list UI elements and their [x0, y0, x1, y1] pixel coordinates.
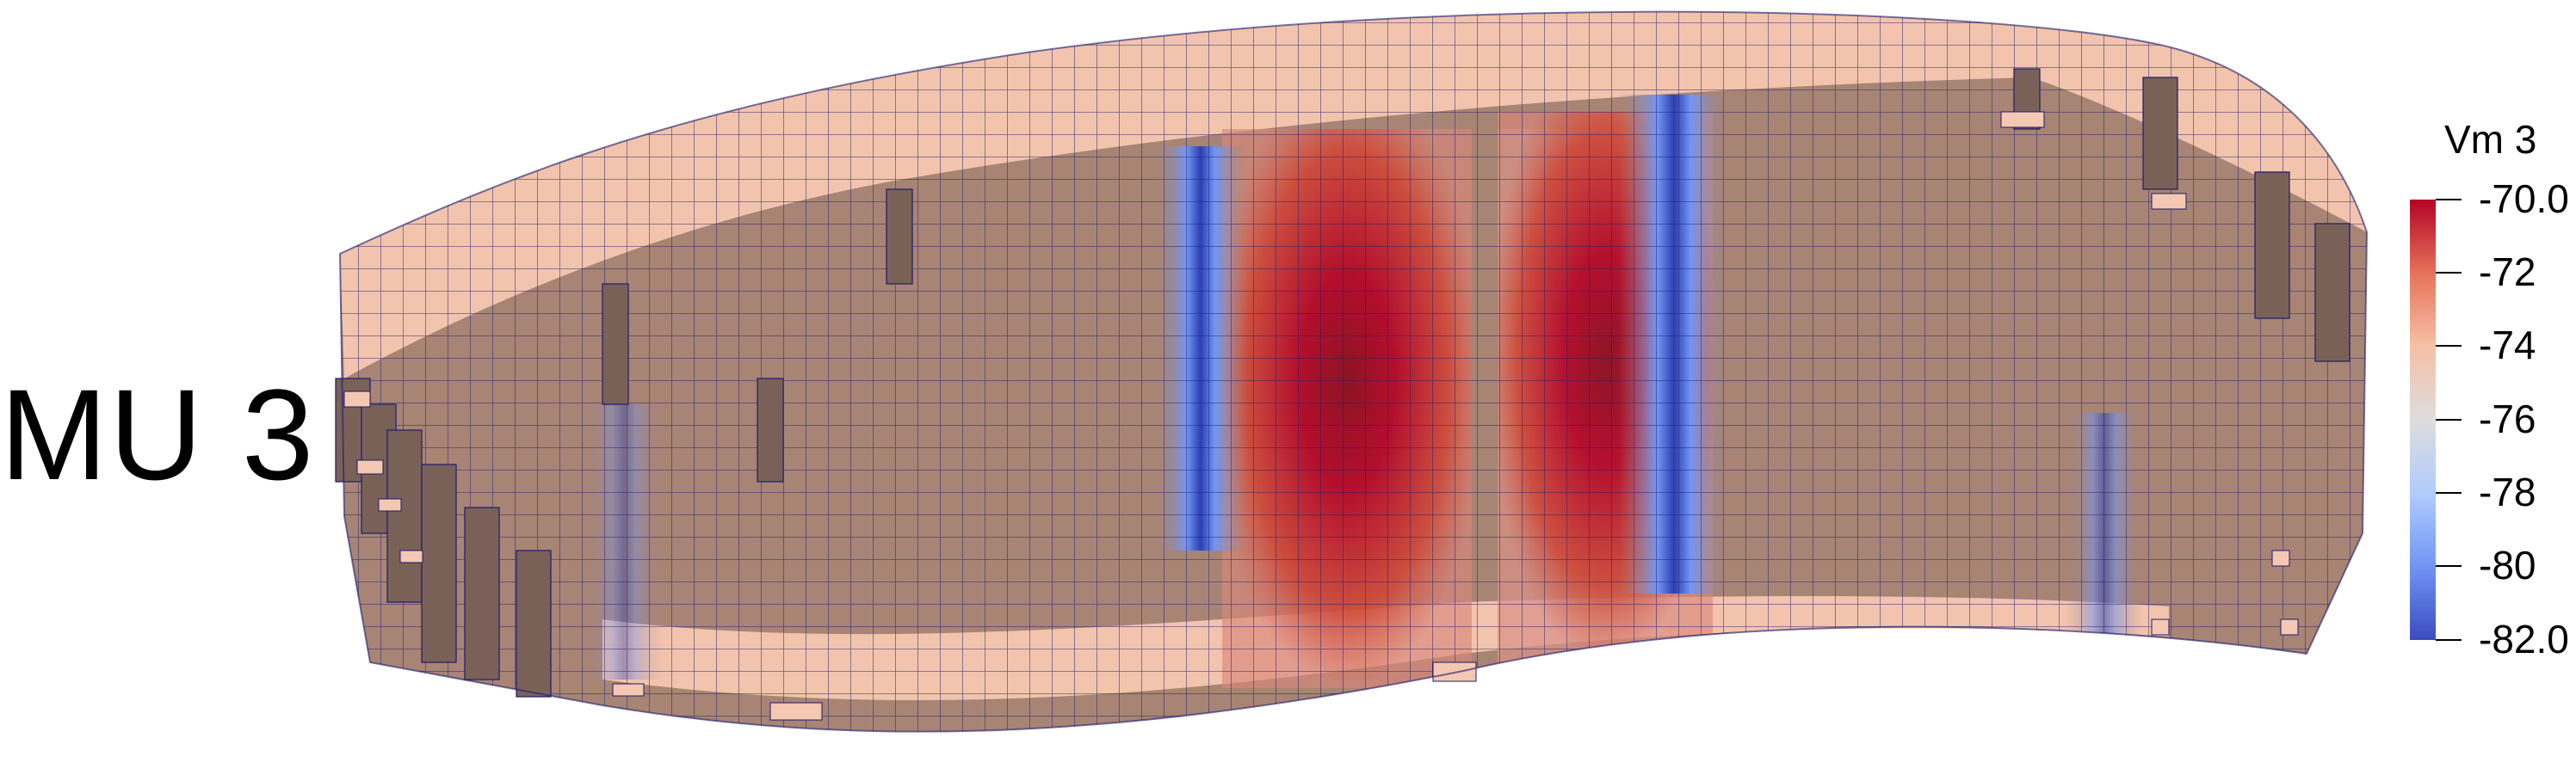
colorbar-tick-label: -82.0 — [2479, 617, 2569, 661]
colorbar-tick-label: -80 — [2479, 543, 2536, 588]
hex-mesh-grid — [340, 11, 2367, 732]
colorbar-title: Vm 3 — [2444, 117, 2537, 162]
colorbar-gradient — [2410, 200, 2436, 640]
colorbar-ticks — [2436, 199, 2462, 641]
colorbar-tick-label: -76 — [2479, 397, 2536, 441]
colorbar-tick-label: -72 — [2479, 249, 2536, 294]
highlight-block-caps — [343, 111, 2299, 721]
colorbar-tick-label: -74 — [2479, 323, 2536, 367]
scene-label: MU 3 — [0, 362, 316, 507]
colorbar-tick-label: -78 — [2479, 470, 2536, 514]
colorbar-tick-label: -70.0 — [2479, 176, 2569, 221]
